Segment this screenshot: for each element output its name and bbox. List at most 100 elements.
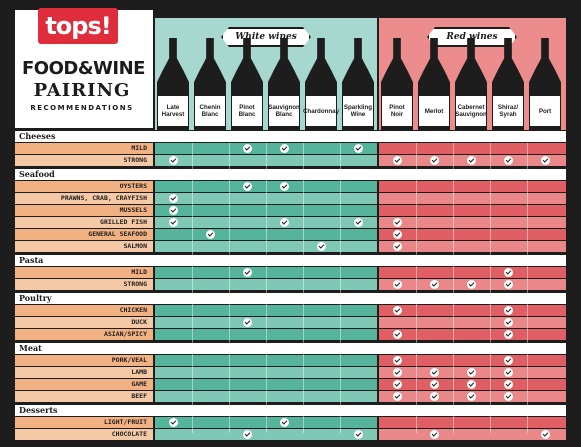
category-header: Cheeses bbox=[15, 131, 566, 142]
pairing-check-icon bbox=[354, 144, 363, 153]
red-wine-cells bbox=[379, 417, 566, 428]
red-wine-cells bbox=[379, 217, 566, 228]
pairing-check-icon bbox=[393, 218, 402, 227]
wine-label: Pinot Noir bbox=[382, 96, 412, 126]
pairing-check-icon bbox=[243, 144, 252, 153]
white-wines-header: White wines bbox=[155, 18, 377, 130]
red-wine-cells bbox=[379, 205, 566, 216]
pairing-check-icon bbox=[393, 380, 402, 389]
pairing-check-icon bbox=[280, 418, 289, 427]
white-wine-cells bbox=[155, 429, 377, 440]
pairing-check-icon bbox=[467, 368, 476, 377]
title-line-3: RECOMMENDATIONS bbox=[30, 104, 134, 112]
pairing-check-icon bbox=[504, 156, 513, 165]
red-wine-cells bbox=[379, 193, 566, 204]
wine-label: Pinot Blanc bbox=[232, 96, 262, 126]
white-wine-cells bbox=[155, 317, 377, 328]
food-item-label: GRILLED FISH bbox=[15, 217, 153, 228]
red-wine-cells bbox=[379, 181, 566, 192]
white-wine-cells bbox=[155, 193, 377, 204]
food-item-label: PRAWNS, CRAB, CRAYFISH bbox=[15, 193, 153, 204]
white-wine-cells bbox=[155, 355, 377, 366]
pairing-check-icon bbox=[430, 430, 439, 439]
red-wine-cells bbox=[379, 329, 566, 340]
pairing-check-icon bbox=[467, 280, 476, 289]
column-divider bbox=[192, 143, 193, 433]
white-wine-cells bbox=[155, 391, 377, 402]
white-wine-cells bbox=[155, 205, 377, 216]
white-wine-cells bbox=[155, 329, 377, 340]
pairing-check-icon bbox=[169, 206, 178, 215]
white-wine-cells bbox=[155, 267, 377, 278]
pairing-check-icon bbox=[541, 430, 550, 439]
brand-logo: tops! bbox=[38, 8, 118, 44]
column-divider bbox=[453, 143, 454, 433]
pairing-check-icon bbox=[504, 318, 513, 327]
food-item-label: LAMB bbox=[15, 367, 153, 378]
wine-label: Chardonnay bbox=[303, 96, 339, 126]
pairing-check-icon bbox=[541, 156, 550, 165]
white-wine-cells bbox=[155, 217, 377, 228]
pairing-check-icon bbox=[504, 380, 513, 389]
pairing-check-icon bbox=[430, 156, 439, 165]
food-item-label: OYSTERS bbox=[15, 181, 153, 192]
pairing-check-icon bbox=[354, 218, 363, 227]
white-wine-cells bbox=[155, 181, 377, 192]
pairing-check-icon bbox=[169, 194, 178, 203]
white-wine-cells bbox=[155, 229, 377, 240]
pairing-check-icon bbox=[467, 392, 476, 401]
white-wine-cells bbox=[155, 417, 377, 428]
column-divider bbox=[416, 143, 417, 433]
pairing-check-icon bbox=[504, 330, 513, 339]
wine-label: Sparkling Wine bbox=[343, 96, 373, 126]
category-header: Pasta bbox=[15, 255, 566, 266]
wine-label: Shiraz/ Syrah bbox=[493, 96, 523, 126]
food-item-label: STRONG bbox=[15, 155, 153, 166]
pairing-check-icon bbox=[393, 156, 402, 165]
category-header: Poultry bbox=[15, 293, 566, 304]
category-header: Seafood bbox=[15, 169, 566, 180]
white-wine-cells bbox=[155, 379, 377, 390]
red-wine-cells bbox=[379, 143, 566, 154]
pairing-check-icon bbox=[504, 280, 513, 289]
column-divider bbox=[490, 143, 491, 433]
pairing-check-icon bbox=[467, 380, 476, 389]
wine-label: Cabernet Sauvignon bbox=[455, 96, 487, 126]
food-item-label: BEEF bbox=[15, 391, 153, 402]
pairing-check-icon bbox=[317, 242, 326, 251]
white-wine-cells bbox=[155, 279, 377, 290]
pairing-check-icon bbox=[393, 230, 402, 239]
white-wines-label: White wines bbox=[221, 27, 311, 47]
pairing-check-icon bbox=[504, 368, 513, 377]
wine-label: Port bbox=[530, 96, 560, 126]
pairing-check-icon bbox=[169, 156, 178, 165]
food-item-label: GAME bbox=[15, 379, 153, 390]
red-wine-cells bbox=[379, 305, 566, 316]
food-item-label: GENERAL SEAFOOD bbox=[15, 229, 153, 240]
pairing-check-icon bbox=[206, 230, 215, 239]
red-wine-cells bbox=[379, 429, 566, 440]
pairing-check-icon bbox=[243, 268, 252, 277]
white-wine-cells bbox=[155, 305, 377, 316]
pairing-check-icon bbox=[393, 330, 402, 339]
column-divider bbox=[266, 143, 267, 433]
food-item-label: MUSSELS bbox=[15, 205, 153, 216]
red-wine-cells bbox=[379, 267, 566, 278]
pairing-check-icon bbox=[504, 268, 513, 277]
food-item-label: ASIAN/SPICY bbox=[15, 329, 153, 340]
wine-label: Late Harvest bbox=[158, 96, 188, 126]
pairing-check-icon bbox=[393, 280, 402, 289]
red-wine-cells bbox=[379, 229, 566, 240]
pairing-check-icon bbox=[280, 144, 289, 153]
food-item-label: LIGHT/FRUIT bbox=[15, 417, 153, 428]
white-wine-cells bbox=[155, 155, 377, 166]
white-wine-cells bbox=[155, 367, 377, 378]
white-wine-cells bbox=[155, 241, 377, 252]
food-item-label: CHICKEN bbox=[15, 305, 153, 316]
pairing-check-icon bbox=[504, 306, 513, 315]
pairing-check-icon bbox=[169, 418, 178, 427]
pairing-check-icon bbox=[280, 218, 289, 227]
pairing-check-icon bbox=[169, 218, 178, 227]
food-item-label: PORK/VEAL bbox=[15, 355, 153, 366]
